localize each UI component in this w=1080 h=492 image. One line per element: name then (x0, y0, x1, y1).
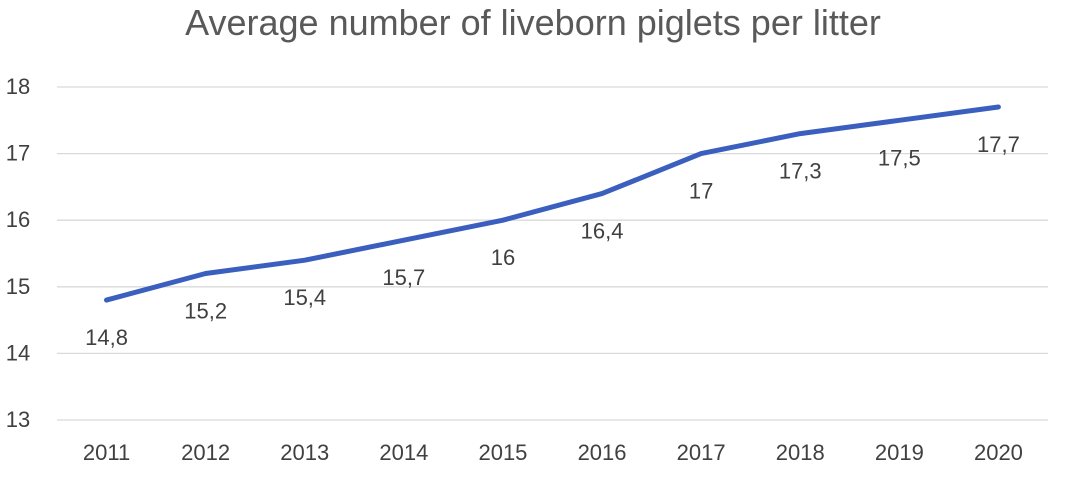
data-label: 15,2 (184, 298, 227, 323)
x-tick-label: 2014 (379, 440, 428, 465)
data-label: 14,8 (85, 325, 128, 350)
chart-title: Average number of liveborn piglets per l… (185, 2, 881, 43)
data-label: 15,7 (382, 265, 425, 290)
y-tick-label: 15 (6, 274, 30, 299)
x-tick-label: 2012 (181, 440, 230, 465)
data-label: 17,3 (779, 159, 822, 184)
y-tick-label: 13 (6, 407, 30, 432)
gridlines (57, 86, 1048, 421)
data-label: 15,4 (283, 285, 326, 310)
x-tick-label: 2013 (280, 440, 329, 465)
data-label: 16,4 (581, 219, 624, 244)
x-tick-label: 2019 (875, 440, 924, 465)
data-label: 17,7 (977, 132, 1020, 157)
y-tick-label: 17 (6, 141, 30, 166)
y-tick-label: 16 (6, 207, 30, 232)
x-tick-label: 2017 (677, 440, 726, 465)
series-line (104, 104, 1001, 303)
y-tick-label: 14 (6, 340, 30, 365)
data-label: 17,5 (878, 145, 921, 170)
data-labels: 14,8 15,2 15,4 15,7 16 16,4 17 17,3 17,5 17,7 (85, 132, 1020, 350)
data-label: 17 (689, 179, 713, 204)
x-tick-label: 2020 (974, 440, 1023, 465)
x-tick-label: 2018 (776, 440, 825, 465)
series-lines (104, 104, 1001, 303)
x-tick-label: 2011 (83, 440, 130, 465)
x-tick-label: 2015 (478, 440, 527, 465)
x-axis-tick-labels: 2011 2012 2013 2014 2015 2016 2017 2018 2019 2020 (83, 440, 1023, 465)
data-label: 16 (491, 245, 515, 270)
y-tick-label: 18 (6, 74, 30, 99)
y-axis-tick-labels: 13 14 15 16 17 18 (6, 74, 30, 432)
x-tick-label: 2016 (578, 440, 627, 465)
